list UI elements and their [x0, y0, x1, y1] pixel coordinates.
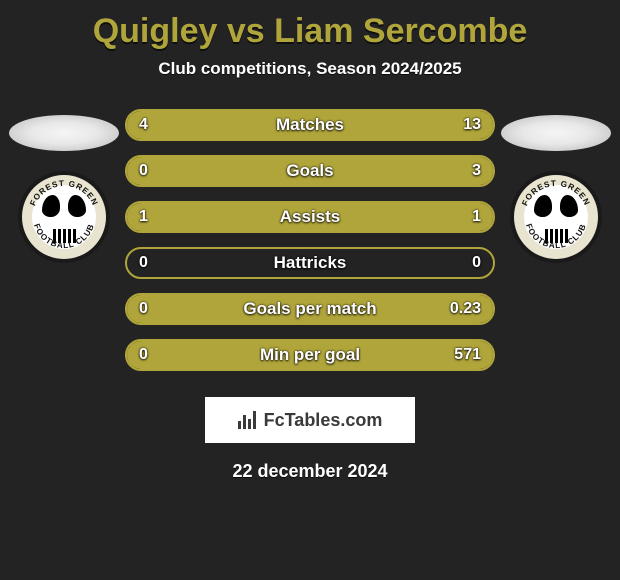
stat-label: Goals per match [243, 299, 376, 319]
stat-bar: 1 Assists 1 [125, 201, 495, 233]
right-player-column: FOREST GREEN FOOTBALL CLUB [501, 109, 611, 263]
stat-value-right: 0.23 [450, 300, 481, 318]
left-player-column: FOREST GREEN FOOTBALL CLUB [9, 109, 119, 263]
stat-bar: 0 Hattricks 0 [125, 247, 495, 279]
stat-value-left: 0 [139, 254, 148, 272]
stat-value-right: 571 [454, 346, 481, 364]
club-stripes-icon [53, 229, 76, 243]
right-club-badge: FOREST GREEN FOOTBALL CLUB [510, 171, 602, 263]
stat-bar: 4 Matches 13 [125, 109, 495, 141]
page-title: Quigley vs Liam Sercombe [0, 8, 620, 59]
club-silhouette-icon [42, 191, 86, 219]
subtitle: Club competitions, Season 2024/2025 [0, 59, 620, 79]
stat-value-left: 0 [139, 162, 148, 180]
club-stripes-icon [545, 229, 568, 243]
stats-column: 4 Matches 13 0 Goals 3 1 Assists 1 0 Hattricks 0 0 Go… [125, 109, 495, 371]
club-silhouette-icon [534, 191, 578, 219]
bar-chart-icon [238, 411, 258, 429]
main-row: FOREST GREEN FOOTBALL CLUB 4Matches130Go… [0, 109, 620, 371]
brand-footer[interactable]: FcTables.com [205, 397, 415, 443]
stat-label: Min per goal [260, 345, 360, 365]
stat-value-right: 3 [472, 162, 481, 180]
stat-bar: 0 Goals 3 [125, 155, 495, 187]
stat-value-right: 13 [463, 116, 481, 134]
club-badge-inner [524, 185, 588, 249]
brand-name: FcTables.com [264, 410, 383, 431]
stat-value-right: 1 [472, 208, 481, 226]
left-club-badge: FOREST GREEN FOOTBALL CLUB [18, 171, 110, 263]
comparison-card: Quigley vs Liam Sercombe Club competitio… [0, 0, 620, 482]
stat-label: Assists [280, 207, 340, 227]
stat-value-left: 0 [139, 346, 148, 364]
stat-value-left: 1 [139, 208, 148, 226]
stat-bar: 0 Goals per match 0.23 [125, 293, 495, 325]
stat-bar: 0 Min per goal 571 [125, 339, 495, 371]
club-badge-inner [32, 185, 96, 249]
right-player-avatar [501, 115, 611, 151]
stat-value-left: 4 [139, 116, 148, 134]
footer-date: 22 december 2024 [0, 461, 620, 482]
stat-label: Matches [276, 115, 344, 135]
stat-label: Goals [286, 161, 333, 181]
stat-fill-right [211, 111, 493, 139]
left-player-avatar [9, 115, 119, 151]
stat-value-left: 0 [139, 300, 148, 318]
stat-value-right: 0 [472, 254, 481, 272]
stat-label: Hattricks [274, 253, 347, 273]
